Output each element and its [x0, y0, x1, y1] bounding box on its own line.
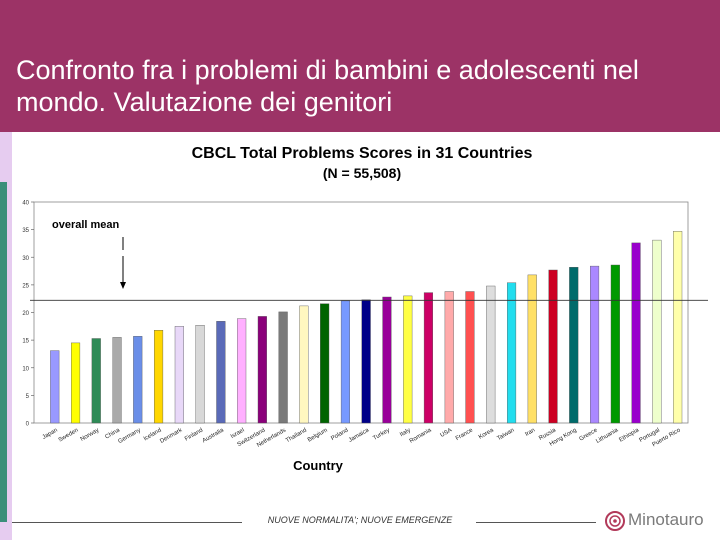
logo-text: Minotauro	[628, 510, 704, 529]
footer-divider-right	[476, 522, 596, 523]
plot-frame	[33, 201, 689, 424]
title-banner	[0, 0, 720, 132]
bar-australia	[216, 321, 226, 424]
chart-subtitle: (N = 55,508)	[323, 165, 401, 181]
x-tick-label: Turkey	[372, 428, 391, 442]
chart-panel: CBCL Total Problems Scores in 31 Countri…	[12, 132, 720, 540]
bar-russia	[548, 269, 558, 424]
bar-romania	[423, 292, 434, 424]
bar-ethiopia	[631, 242, 641, 424]
bar-norway	[91, 338, 101, 424]
x-tick-label: Denmark	[159, 427, 184, 445]
bar-germany	[133, 336, 143, 424]
footer-divider-left	[12, 522, 242, 523]
x-axis-label: Country	[293, 458, 344, 473]
bar-switzerland	[257, 316, 267, 424]
bar-italy	[403, 295, 413, 424]
bar-denmark	[174, 326, 184, 424]
bar-netherlands	[278, 311, 288, 424]
y-tick-label: 35	[22, 228, 29, 234]
bar-france	[465, 291, 475, 424]
bar-portugal	[652, 239, 662, 424]
bar-taiwan	[507, 282, 517, 424]
x-tick-label: Thailand	[285, 428, 308, 445]
bar-greece	[590, 265, 600, 424]
x-tick-label: Jamaica	[348, 427, 371, 444]
x-tick-label: Germany	[117, 428, 141, 446]
bar-chart: CBCL Total Problems Scores in 31 Countri…	[22, 145, 708, 473]
x-tick-label: Taiwan	[496, 428, 515, 443]
slide-title: Confronto fra i problemi di bambini e ad…	[16, 55, 639, 117]
x-tick-label: Italy	[399, 428, 412, 439]
y-tick-label: 0	[26, 422, 30, 428]
mean-arrow-head	[120, 282, 126, 289]
x-tick-label: France	[455, 427, 475, 442]
x-tick-label: Norway	[80, 428, 101, 443]
y-tick-label: 15	[22, 339, 29, 345]
y-tick-label: 10	[22, 366, 29, 372]
footer-text: NUOVE NORMALITA'; NUOVE EMERGENZE	[267, 515, 453, 525]
y-tick-label: 40	[22, 201, 29, 207]
chart-title: CBCL Total Problems Scores in 31 Countri…	[192, 145, 533, 162]
bar-hong-kong	[569, 266, 579, 424]
x-tick-label: Iran	[524, 428, 536, 438]
y-tick-label: 20	[22, 311, 29, 317]
bar-jamaica	[361, 299, 371, 424]
x-tick-label: Poland	[330, 428, 349, 443]
x-tick-label: Ethiopia	[618, 427, 640, 443]
left-accent-bar	[0, 182, 7, 522]
bar-china	[112, 337, 122, 424]
x-tick-label: Sweden	[58, 428, 80, 444]
x-tick-label: Japan	[42, 428, 59, 441]
x-tick-label: Romania	[409, 427, 433, 445]
bar-israel	[237, 318, 247, 424]
y-tick-label: 5	[26, 394, 30, 400]
y-tick-label: 30	[22, 256, 29, 262]
y-tick-label: 25	[22, 283, 29, 289]
bar-thailand	[299, 305, 309, 424]
x-tick-label: Belgium	[307, 428, 329, 444]
bar-iceland	[153, 329, 164, 424]
x-tick-label: Korea	[478, 427, 495, 441]
x-tick-label: USA	[440, 428, 454, 439]
x-tick-label: Lithuania	[595, 427, 620, 445]
logo: Minotauro	[604, 508, 716, 534]
bar-korea	[486, 285, 496, 424]
bar-japan	[50, 350, 60, 424]
bar-sweden	[71, 342, 81, 424]
x-tick-label: Finland	[184, 428, 204, 443]
bar-turkey	[382, 296, 392, 424]
x-tick-label: Australia	[202, 427, 226, 444]
mean-annotation: overall mean	[52, 219, 120, 231]
bar-lithuania	[610, 264, 620, 424]
bar-iran	[527, 274, 537, 424]
logo-mark-icon	[605, 511, 625, 531]
bar-puerto-rico	[673, 231, 683, 424]
bar-belgium	[320, 303, 330, 424]
bar-finland	[195, 324, 205, 424]
bar-poland	[340, 300, 351, 424]
bar-usa	[444, 291, 454, 424]
